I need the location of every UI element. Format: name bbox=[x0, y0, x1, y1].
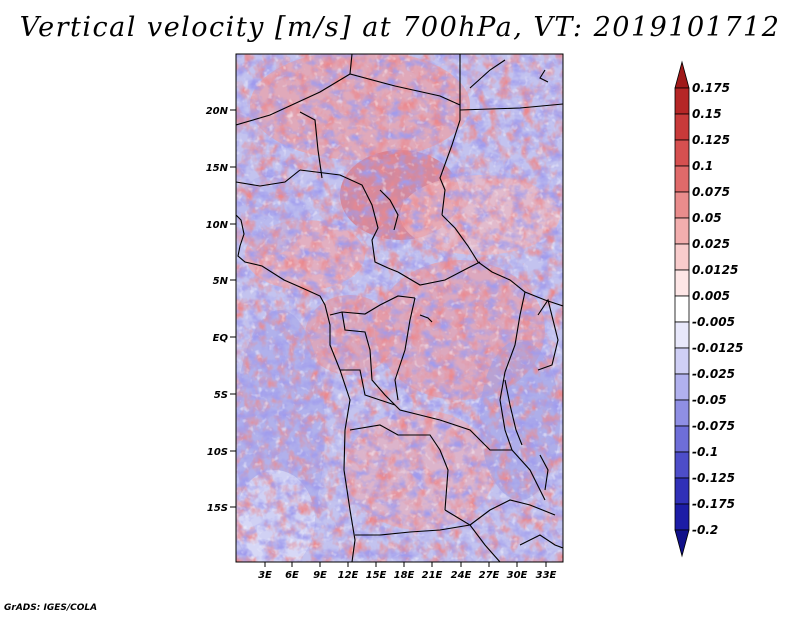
colorbar-label: 0.0125 bbox=[692, 263, 738, 277]
colorbar-labels: 0.175 0.15 0.125 0.1 0.075 0.05 0.025 0.… bbox=[692, 81, 743, 537]
colorbar-label: -0.175 bbox=[692, 497, 735, 511]
velocity-field bbox=[236, 54, 563, 562]
colorbar-segment bbox=[674, 295, 690, 323]
lon-label: 6E bbox=[285, 570, 299, 581]
lon-label: 18E bbox=[394, 570, 415, 581]
lat-label: 20N bbox=[206, 106, 229, 117]
colorbar-label: 0.15 bbox=[692, 107, 722, 121]
lat-label: EQ bbox=[213, 333, 229, 344]
lat-label: 10N bbox=[206, 220, 229, 231]
colorbar-segment bbox=[674, 87, 690, 115]
colorbar-label: 0.025 bbox=[692, 237, 730, 251]
colorbar-segment bbox=[674, 217, 690, 245]
colorbar-label: -0.1 bbox=[692, 445, 718, 459]
colorbar-label: -0.0125 bbox=[692, 341, 743, 355]
lon-label: 15E bbox=[366, 570, 387, 581]
lon-label: 12E bbox=[338, 570, 359, 581]
colorbar bbox=[674, 60, 690, 558]
colorbar-segment bbox=[674, 347, 690, 375]
colorbar-label: 0.125 bbox=[692, 133, 730, 147]
colorbar-label: -0.075 bbox=[692, 419, 735, 433]
lon-label: 9E bbox=[313, 570, 327, 581]
lon-label: 21E bbox=[422, 570, 443, 581]
colorbar-segment bbox=[674, 243, 690, 271]
longitude-axis: 3E 6E 9E 12E 15E 18E 21E 24E 27E 30E 33E bbox=[258, 562, 557, 581]
lat-label: 5S bbox=[214, 390, 228, 401]
colorbar-label: -0.05 bbox=[692, 393, 727, 407]
colorbar-segment bbox=[674, 321, 690, 349]
lon-label: 3E bbox=[258, 570, 272, 581]
colorbar-label: -0.2 bbox=[692, 523, 718, 537]
colorbar-segment bbox=[674, 451, 690, 479]
colorbar-label: -0.025 bbox=[692, 367, 735, 381]
chart-title: Vertical velocity [m/s] at 700hPa, VT: 2… bbox=[19, 12, 781, 43]
lon-label: 27E bbox=[479, 570, 500, 581]
lon-label: 30E bbox=[507, 570, 528, 581]
colorbar-segment bbox=[674, 373, 690, 401]
colorbar-segment bbox=[674, 269, 690, 297]
grads-credit: GrADS: IGES/COLA bbox=[4, 603, 98, 613]
lat-label: 10S bbox=[207, 447, 228, 458]
colorbar-label: -0.005 bbox=[692, 315, 735, 329]
country-borders bbox=[236, 54, 563, 562]
colorbar-label: 0.05 bbox=[692, 211, 722, 225]
colorbar-label: 0.075 bbox=[692, 185, 730, 199]
colorbar-label: 0.1 bbox=[692, 159, 713, 173]
colorbar-label: 0.175 bbox=[692, 81, 730, 95]
lat-label: 15N bbox=[206, 163, 229, 174]
lat-label: 5N bbox=[213, 276, 229, 287]
lon-label: 24E bbox=[451, 570, 472, 581]
map-frame bbox=[235, 53, 564, 563]
colorbar-bottom-arrow bbox=[674, 529, 690, 558]
colorbar-top-arrow bbox=[674, 60, 690, 89]
colorbar-segment bbox=[674, 113, 690, 141]
colorbar-segment bbox=[674, 139, 690, 167]
colorbar-segment bbox=[674, 425, 690, 453]
colorbar-segment bbox=[674, 191, 690, 219]
colorbar-segment bbox=[674, 503, 690, 531]
colorbar-label: 0.005 bbox=[692, 289, 730, 303]
colorbar-segment bbox=[674, 477, 690, 505]
colorbar-segment bbox=[674, 165, 690, 193]
colorbar-label: -0.125 bbox=[692, 471, 735, 485]
lat-label: 15S bbox=[207, 503, 228, 514]
colorbar-segment bbox=[674, 399, 690, 427]
latitude-axis: 20N 15N 10N 5N EQ 5S 10S 15S bbox=[206, 106, 236, 514]
lon-label: 33E bbox=[536, 570, 557, 581]
